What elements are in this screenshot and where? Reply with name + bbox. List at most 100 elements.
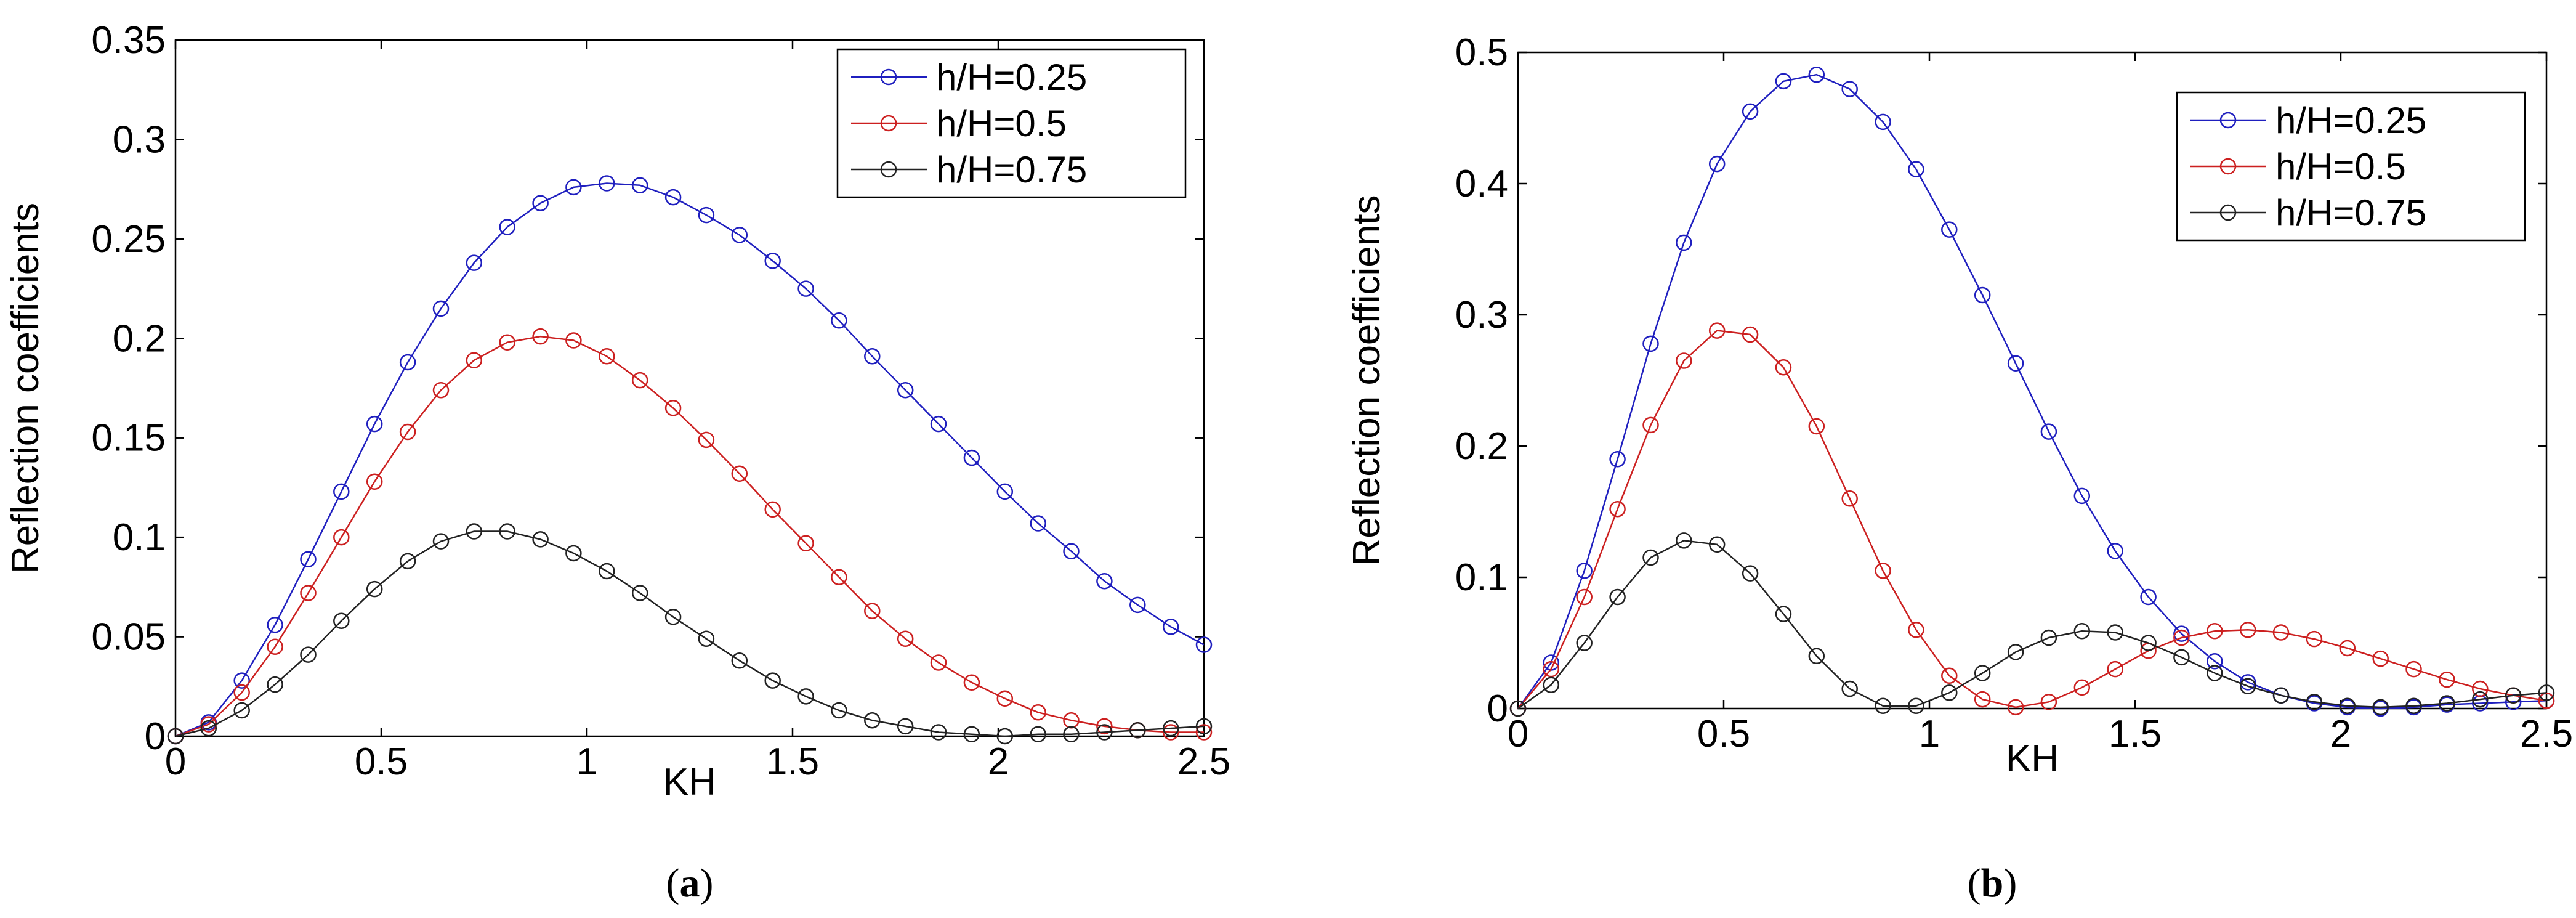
series-h/H=0.5: [167, 328, 1213, 745]
data-point: [1063, 543, 1080, 559]
data-point: [996, 728, 1014, 745]
data-point: [831, 312, 847, 329]
caption-close: ): [700, 861, 714, 906]
data-point: [2207, 623, 2223, 640]
data-point: [2007, 699, 2024, 716]
plot-frame: [1517, 51, 2548, 710]
data-point: [664, 400, 682, 416]
x-tick-label: 0.5: [1697, 713, 1750, 755]
data-point: [1974, 286, 1991, 304]
series-h/H=0.75: [1509, 532, 2555, 717]
data-point: [2073, 487, 2091, 505]
data-point: [2538, 684, 2555, 701]
data-point: [1162, 619, 1179, 635]
data-point: [399, 354, 416, 371]
data-point: [233, 672, 250, 689]
y-tick-label: 0: [145, 715, 166, 758]
data-point: [399, 553, 416, 570]
data-point: [432, 381, 450, 399]
data-point: [930, 724, 947, 741]
data-point: [764, 253, 781, 269]
data-point: [200, 720, 217, 737]
data-point: [2107, 660, 2123, 678]
data-point: [764, 501, 781, 518]
data-point: [1609, 588, 1626, 606]
data-point: [1908, 697, 1924, 714]
data-point: [2372, 650, 2389, 667]
data-point: [2140, 635, 2157, 651]
series-line: [1517, 73, 2547, 710]
x-tick-label: 2: [988, 741, 1009, 783]
data-point: [2007, 644, 2024, 660]
data-point: [1609, 451, 1626, 468]
legend-marker: [2219, 112, 2237, 129]
y-tick-label: 0.2: [113, 317, 166, 360]
caption-open: (: [1968, 861, 1981, 906]
data-point: [797, 688, 814, 705]
data-point: [1742, 565, 1759, 582]
data-point: [333, 529, 350, 546]
data-point: [2107, 624, 2123, 641]
data-point: [1162, 724, 1179, 741]
data-point: [2505, 687, 2522, 704]
series-line: [175, 335, 1204, 737]
data-point: [532, 328, 549, 345]
y-tick-label: 0.4: [1455, 163, 1508, 205]
data-point: [1096, 724, 1113, 741]
data-point: [731, 227, 748, 243]
data-point: [1775, 359, 1792, 376]
data-point: [2040, 629, 2057, 646]
data-point: [631, 177, 648, 193]
data-point: [831, 702, 847, 719]
y-axis-label: Reflection coefficients: [4, 203, 47, 574]
data-point: [1096, 718, 1113, 735]
data-point: [1775, 606, 1792, 622]
data-point: [1509, 700, 1527, 717]
data-point: [2439, 671, 2455, 688]
data-point: [1974, 691, 1991, 708]
data-point: [1195, 636, 1213, 653]
x-tick-label: 1.5: [2109, 713, 2162, 755]
data-point: [1030, 704, 1046, 721]
data-point: [2207, 665, 2223, 681]
data-point: [599, 563, 615, 580]
legend-label: h/H=0.25: [936, 57, 1087, 98]
data-point: [2173, 629, 2190, 646]
legend-marker: [2219, 204, 2237, 221]
legend-label: h/H=0.75: [2275, 192, 2426, 234]
legend: h/H=0.25 h/H=0.5 h/H=0.75: [836, 48, 1187, 198]
data-point: [432, 300, 450, 317]
x-tick-label: 0: [1508, 713, 1528, 755]
caption-letter: b: [1981, 861, 2004, 906]
data-point: [2040, 694, 2057, 710]
x-tick-label: 1: [576, 741, 597, 783]
data-point: [333, 612, 350, 629]
data-point: [499, 219, 515, 235]
data-point: [466, 523, 483, 540]
data-point: [1808, 648, 1825, 665]
panel-caption: (b): [1968, 861, 2017, 906]
data-point: [631, 585, 648, 601]
legend-marker: [2219, 158, 2237, 175]
data-point: [1129, 596, 1146, 614]
data-point: [864, 603, 881, 619]
y-tick-label: 0.1: [1455, 556, 1508, 599]
x-axis-label: KH: [663, 761, 716, 803]
data-point: [399, 423, 416, 441]
data-point: [996, 483, 1014, 500]
data-point: [466, 352, 483, 369]
y-tick-label: 0.2: [1455, 425, 1508, 468]
legend-label: h/H=0.25: [2275, 100, 2426, 141]
data-point: [1775, 73, 1792, 90]
data-point: [698, 431, 715, 449]
data-point: [698, 206, 715, 224]
data-point: [897, 381, 914, 399]
data-point: [499, 523, 515, 540]
x-tick-label: 1: [1919, 713, 1940, 755]
data-point: [1708, 536, 1726, 553]
data-point: [1063, 726, 1080, 743]
data-point: [2140, 588, 2157, 606]
data-point: [2306, 694, 2323, 710]
data-point: [1742, 326, 1759, 343]
y-tick-label: 0.05: [91, 616, 166, 659]
